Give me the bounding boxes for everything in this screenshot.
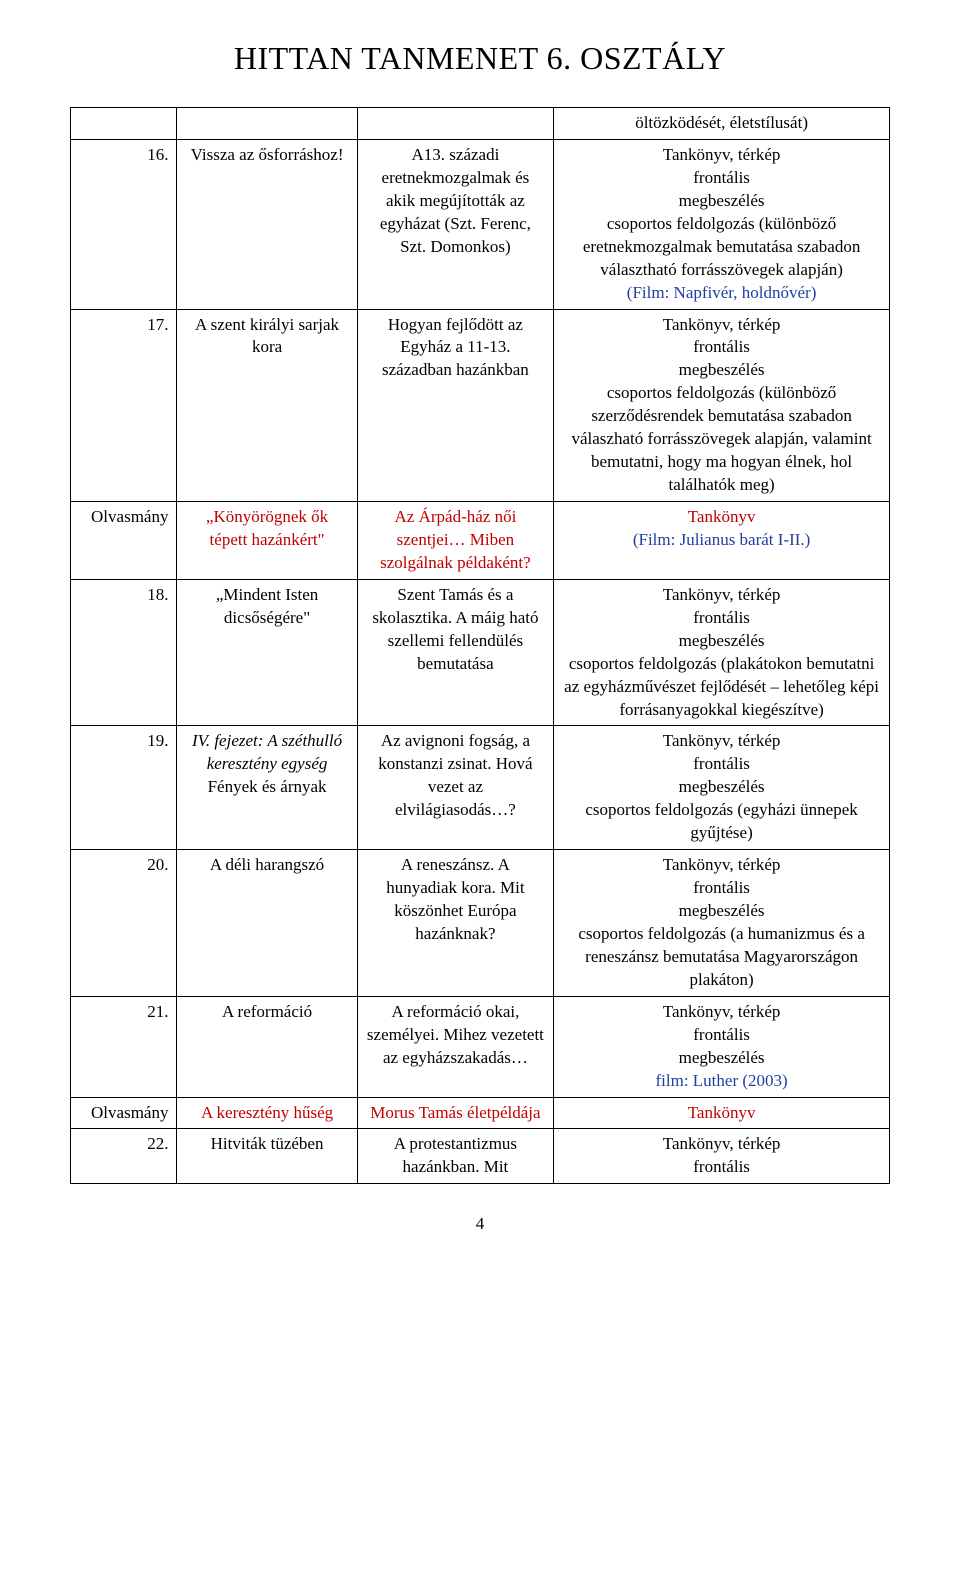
methods-cell: Tankönyv, térképfrontálismegbeszéléscsop… [554,850,890,997]
topic-cell: Vissza az ősforráshoz! [177,139,357,309]
table-row: 21.A reformációA reformáció okai, személ… [71,996,890,1097]
content-cell: Hogyan fejlődött az Egyház a 11-13. száz… [357,309,554,502]
row-number-cell: Olvasmány [71,502,177,580]
content-cell: Morus Tamás életpéldája [357,1097,554,1129]
methods-cell: Tankönyv, térképfrontálismegbeszéléscsop… [554,579,890,726]
table-row: 19.IV. fejezet: A széthulló keresztény e… [71,726,890,850]
content-cell: Az avignoni fogság, a konstanzi zsinat. … [357,726,554,850]
methods-cell: Tankönyv, térképfrontálismegbeszéléscsop… [554,309,890,502]
content-cell: A13. századi eretnekmozgalmak és akik me… [357,139,554,309]
content-cell: A reneszánsz. A hunyadiak kora. Mit kösz… [357,850,554,997]
table-row: 17.A szent királyi sarjak koraHogyan fej… [71,309,890,502]
document-page: HITTAN TANMENET 6. OSZTÁLY öltözködését,… [0,0,960,1294]
row-number-cell: 16. [71,139,177,309]
table-row: 16.Vissza az ősforráshoz!A13. századi er… [71,139,890,309]
content-cell: A protestantizmus hazánkban. Mit [357,1129,554,1184]
row-number-cell [71,108,177,140]
topic-cell: IV. fejezet: A széthulló keresztény egys… [177,726,357,850]
table-row: 20.A déli harangszóA reneszánsz. A hunya… [71,850,890,997]
row-number-cell: 19. [71,726,177,850]
content-cell: A reformáció okai, személyei. Mihez veze… [357,996,554,1097]
methods-cell: Tankönyv, térképfrontális [554,1129,890,1184]
topic-cell [177,108,357,140]
content-cell: Az Árpád-ház női szentjei… Miben szolgál… [357,502,554,580]
table-row: Olvasmány„Könyörögnek ők tépett hazánkér… [71,502,890,580]
methods-cell: öltözködését, életstílusát) [554,108,890,140]
topic-cell: A reformáció [177,996,357,1097]
topic-cell: „Könyörögnek ők tépett hazánkért" [177,502,357,580]
page-title: HITTAN TANMENET 6. OSZTÁLY [70,40,890,77]
topic-cell: A szent királyi sarjak kora [177,309,357,502]
curriculum-table: öltözködését, életstílusát)16.Vissza az … [70,107,890,1184]
topic-cell: Hitviták tüzében [177,1129,357,1184]
topic-cell: A déli harangszó [177,850,357,997]
table-row: OlvasmányA keresztény hűségMorus Tamás é… [71,1097,890,1129]
methods-cell: Tankönyv, térképfrontálismegbeszéléscsop… [554,726,890,850]
content-cell: Szent Tamás és a skolasztika. A máig hat… [357,579,554,726]
table-row: 18.„Mindent Isten dicsőségére"Szent Tamá… [71,579,890,726]
row-number-cell: 18. [71,579,177,726]
page-number: 4 [70,1214,890,1234]
topic-cell: „Mindent Isten dicsőségére" [177,579,357,726]
methods-cell: Tankönyv, térképfrontálismegbeszéléscsop… [554,139,890,309]
row-number-cell: 17. [71,309,177,502]
row-number-cell: 21. [71,996,177,1097]
methods-cell: Tankönyv, térképfrontálismegbeszélésfilm… [554,996,890,1097]
row-number-cell: 20. [71,850,177,997]
methods-cell: Tankönyv (Film: Julianus barát I-II.) [554,502,890,580]
table-row: öltözködését, életstílusát) [71,108,890,140]
table-row: 22.Hitviták tüzébenA protestantizmus haz… [71,1129,890,1184]
content-cell [357,108,554,140]
methods-cell: Tankönyv [554,1097,890,1129]
row-number-cell: 22. [71,1129,177,1184]
row-number-cell: Olvasmány [71,1097,177,1129]
topic-cell: A keresztény hűség [177,1097,357,1129]
